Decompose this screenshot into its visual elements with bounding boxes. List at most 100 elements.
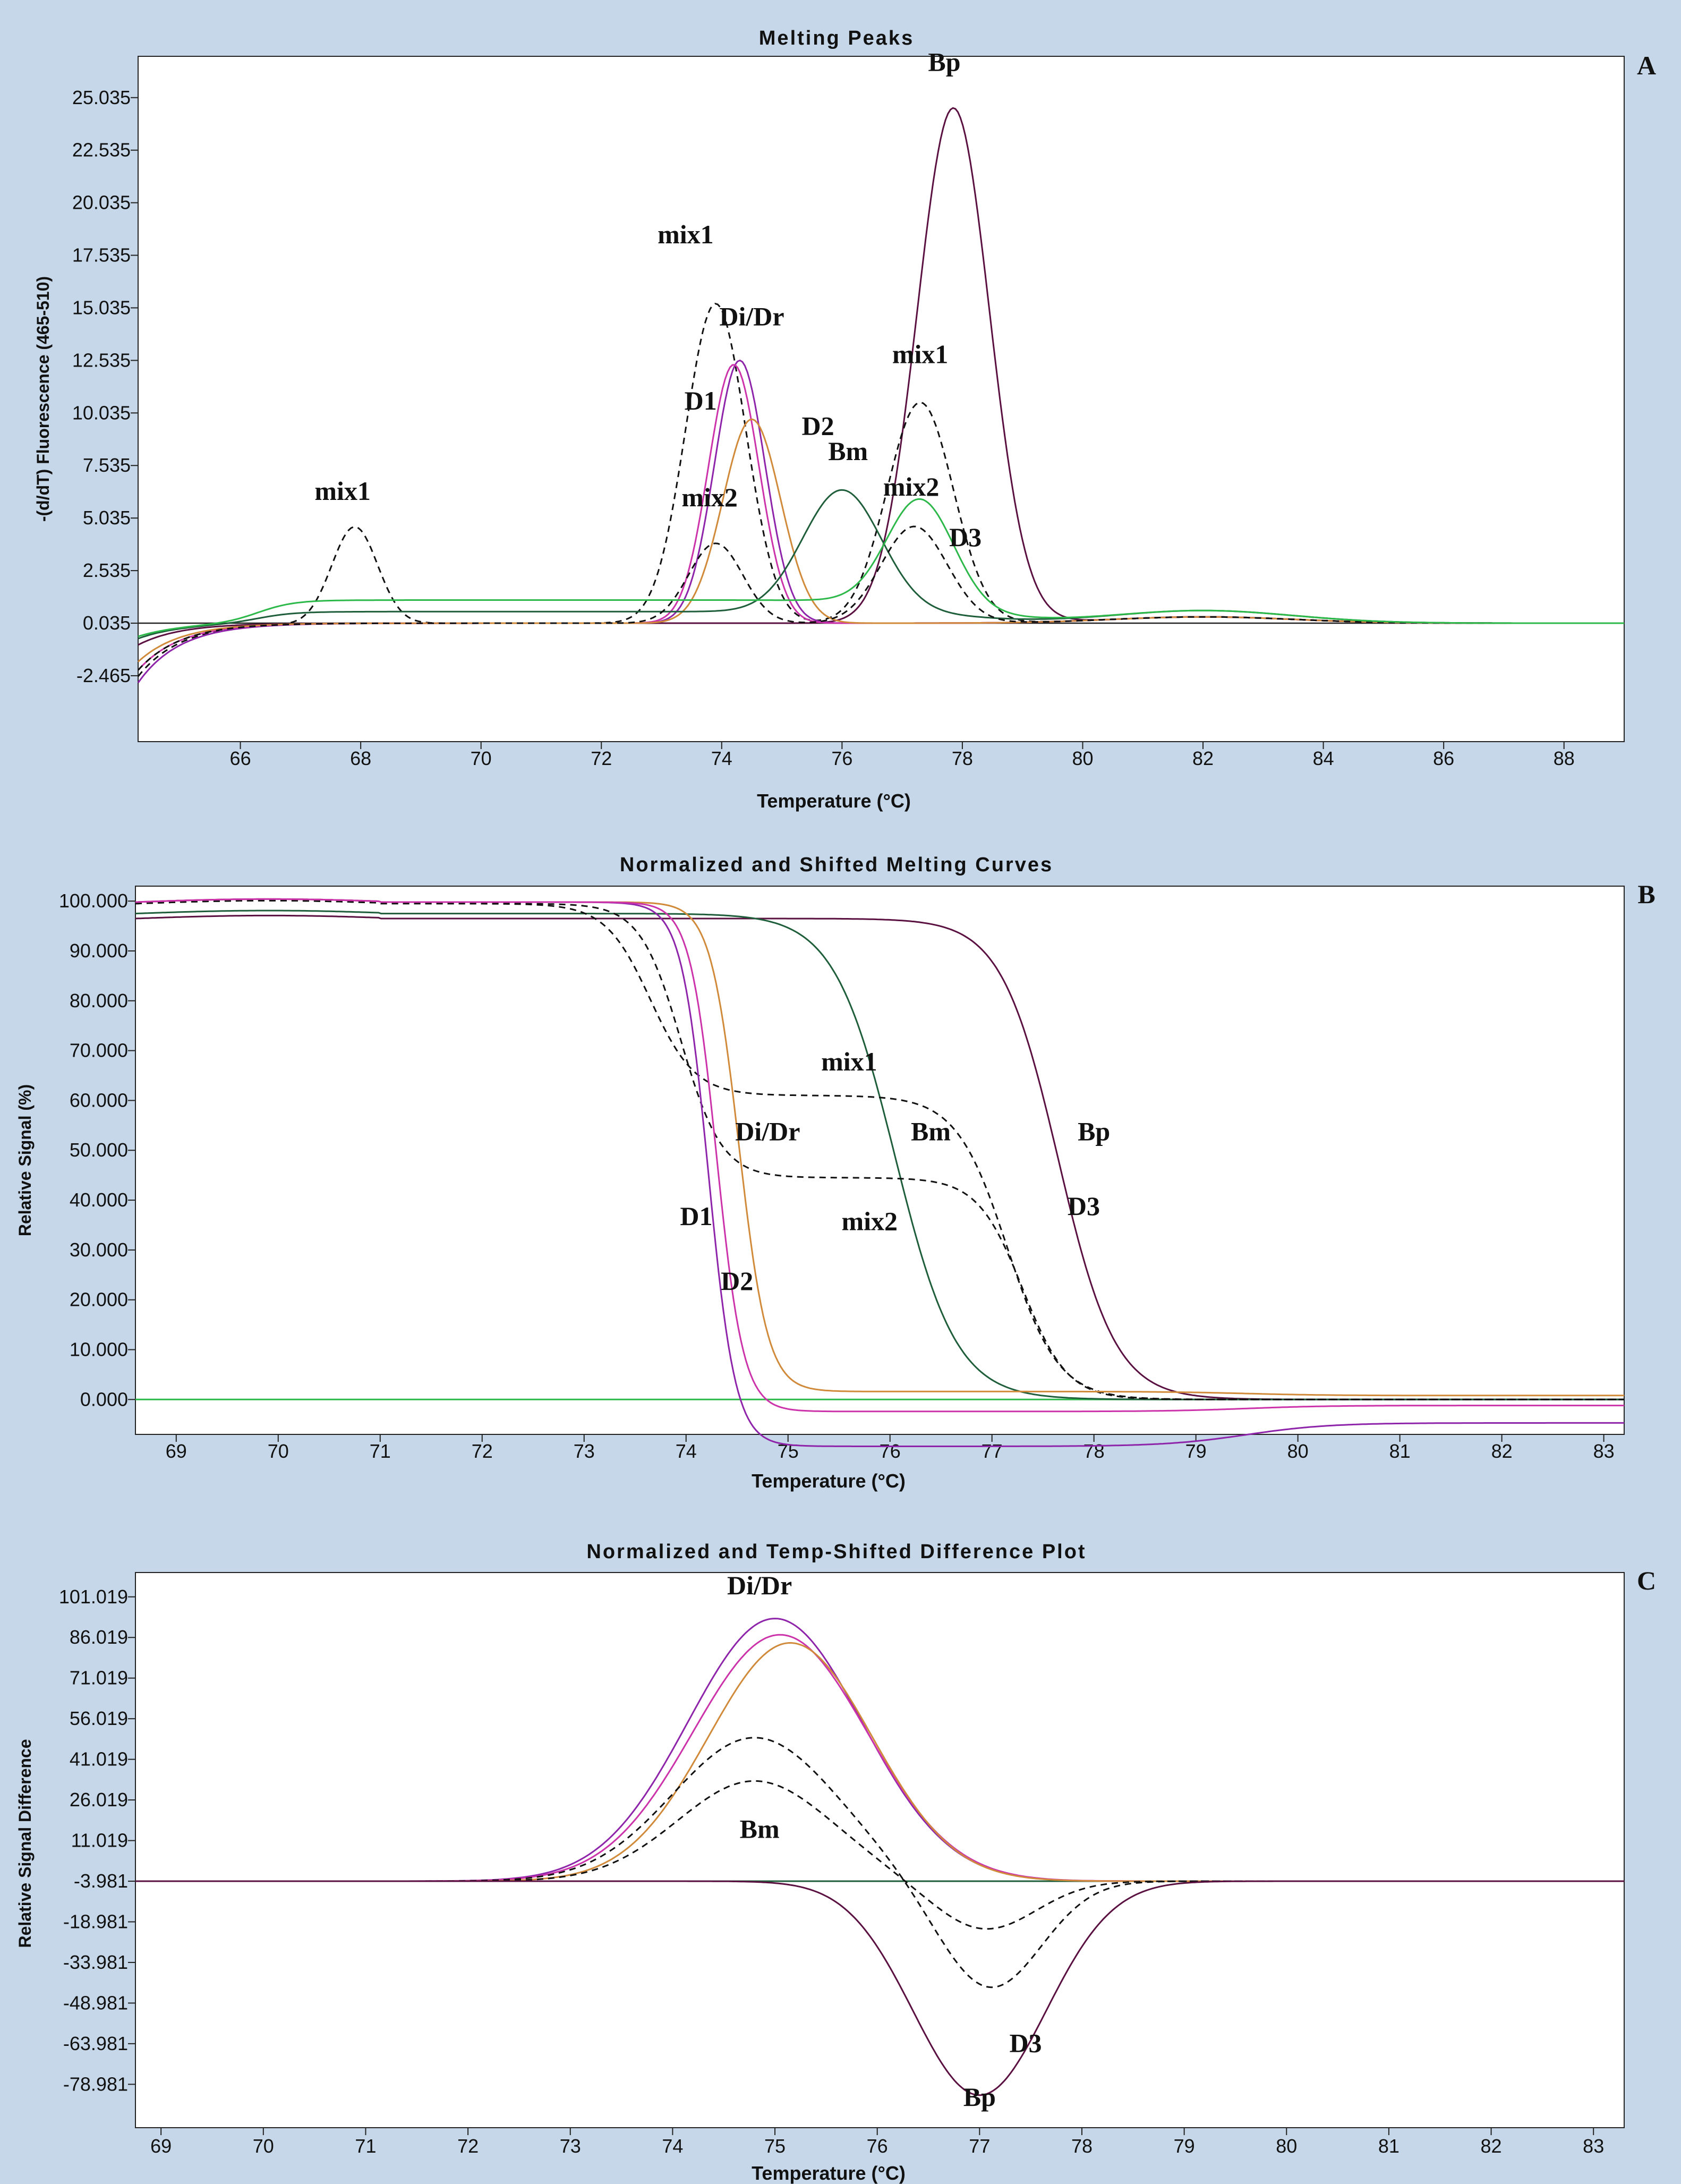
panel-a-x-tick-label: 76 <box>831 747 852 769</box>
panel-a-y-tick-label: 15.035 <box>72 296 131 318</box>
panel-c-y-tick-label: -78.981 <box>63 2073 128 2095</box>
panel-a-annotation-di-dr: Di/Dr <box>719 302 784 332</box>
panel-c-y-tick-label: -63.981 <box>63 2033 128 2054</box>
panel-a-y-tick-label: 22.535 <box>72 139 131 161</box>
panel-b-annotation-mix1: mix1 <box>821 1047 877 1076</box>
panel-c-letter: C <box>1637 1566 1656 1595</box>
panel-a-annotation-bp: Bp <box>928 47 960 77</box>
panel-b-y-tick-label: 40.000 <box>70 1189 128 1211</box>
panel-a-annotation-bm: Bm <box>828 436 868 466</box>
panel-b-y-tick-label: 20.000 <box>70 1289 128 1311</box>
panel-c-y-tick-label: 11.019 <box>71 1830 128 1851</box>
panel-b-x-tick-label: 72 <box>472 1440 493 1462</box>
panel-c-annotation-bp: Bp <box>963 2082 996 2112</box>
panel-b-annotation-d2: D2 <box>721 1266 753 1296</box>
panel-c-x-tick-label: 74 <box>662 2135 683 2157</box>
panel-a-y-tick-label: 5.035 <box>83 507 131 529</box>
panel-c-x-tick-label: 82 <box>1481 2135 1502 2157</box>
panel-a-annotation-mix1: mix1 <box>892 339 949 369</box>
panel-b-annotations: mix1 Di/Dr Bm Bp D3 D1 mix2 D2 <box>680 1047 1110 1296</box>
panel-b-y-tick-label: 80.000 <box>70 990 128 1012</box>
panel-a-y-tick-label: 20.035 <box>72 192 131 214</box>
panel-c-annotation-d3: D3 <box>1009 2028 1042 2058</box>
panel-b-x-tick-label: 77 <box>982 1440 1003 1462</box>
panel-b-y-tick-label: 30.000 <box>70 1239 128 1261</box>
panel-a-annotation-mix1: mix1 <box>658 219 714 249</box>
panel-a-y-tick-label: 17.535 <box>72 244 131 266</box>
panel-c-x-tick-label: 79 <box>1174 2135 1195 2157</box>
panel-c-x-tick-label: 75 <box>764 2135 786 2157</box>
panel-c-x-tick-label: 70 <box>253 2135 274 2157</box>
panel-c-annotation-bm: Bm <box>740 1814 780 1844</box>
panel-a-plot-area <box>138 56 1625 742</box>
panel-b-title: Normalized and Shifted Melting Curves <box>620 854 1053 876</box>
panel-b-y-axis-label: Relative Signal (%) <box>15 1084 35 1236</box>
panel-b-y-tick-label: 50.000 <box>70 1139 128 1161</box>
panel-b-x-axis-label: Temperature (°C) <box>752 1470 906 1492</box>
panel-a-series <box>137 107 1624 684</box>
panel-c-x-tick-label: 76 <box>867 2135 888 2157</box>
panel-a-title: Melting Peaks <box>759 27 914 49</box>
panel-c-x-tick-label: 73 <box>560 2135 581 2157</box>
panel-a-x-tick-label: 88 <box>1554 747 1575 769</box>
panel-a-annotation-mix2: mix2 <box>883 472 940 502</box>
panel-a-y-tick-label: 12.535 <box>72 349 131 371</box>
panel-a-melting-peaks: Melting Peaks A 66 68 70 72 74 76 78 80 82 84 86 88… <box>33 27 1656 812</box>
panel-a-x-tick-label: 74 <box>711 747 732 769</box>
panel-c-annotation-di-dr: Di/Dr <box>727 1570 792 1600</box>
panel-b-y-tick-label: 70.000 <box>70 1040 128 1061</box>
panel-c-x-tick-label: 71 <box>355 2135 376 2157</box>
panel-b-x-tick-label: 83 <box>1593 1440 1615 1462</box>
panel-a-y-tick-label: 10.035 <box>72 402 131 423</box>
panel-a-letter: A <box>1637 50 1656 80</box>
panel-c-y-tick-label: 56.019 <box>70 1707 128 1729</box>
panel-c-x-tick-label: 77 <box>969 2135 990 2157</box>
panel-c-y-tick-label: -33.981 <box>63 1951 128 1973</box>
panel-c-series <box>135 1618 1624 2096</box>
panel-b-y-tick-label: 0.000 <box>80 1388 128 1410</box>
panel-a-y-tick-label: 2.535 <box>83 559 131 581</box>
panel-a-annotation-d3: D3 <box>949 522 982 552</box>
panel-a-y-tick-label: 7.535 <box>83 454 131 476</box>
panel-c-y-tick-label: 41.019 <box>70 1748 128 1770</box>
panel-a-x-tick-label: 84 <box>1313 747 1334 769</box>
panel-b-melting-curves: Normalized and Shifted Melting Curves B … <box>15 854 1656 1492</box>
panel-c-x-tick-label: 72 <box>457 2135 479 2157</box>
panel-b-series-d1 <box>135 898 1624 1413</box>
panel-b-x-tick-label: 74 <box>676 1440 697 1462</box>
panel-a-annotation-d1: D1 <box>685 386 717 415</box>
panel-b-ticks: 69 70 71 72 73 74 75 76 77 78 79 80 81 82 830.00010.00… <box>59 890 1615 1462</box>
panel-a-series-d3 <box>138 498 1624 638</box>
panel-c-x-tick-label: 78 <box>1071 2135 1093 2157</box>
panel-c-annotations: Di/Dr Bm D3 Bp <box>727 1570 1042 2112</box>
panel-c-y-tick-label: -48.981 <box>63 1992 128 2013</box>
panel-a-x-axis-label: Temperature (°C) <box>757 790 911 812</box>
panel-a-x-tick-label: 80 <box>1072 747 1093 769</box>
panel-b-x-tick-label: 69 <box>166 1440 187 1462</box>
panel-a-x-tick-label: 86 <box>1433 747 1454 769</box>
panel-c-y-tick-label: 71.019 <box>70 1667 128 1689</box>
panel-b-y-tick-label: 10.000 <box>70 1339 128 1361</box>
panel-a-y-axis-label: -(d/dT) Fluorescence (465-510) <box>33 276 53 522</box>
panel-b-y-tick-label: 60.000 <box>70 1089 128 1111</box>
panel-c-x-tick-label: 81 <box>1378 2135 1400 2157</box>
panel-c-ticks: 69 70 71 72 73 74 75 76 77 78 79 80 81 82 83 101.019 86.… <box>59 1586 1604 2157</box>
panel-a-x-tick-label: 70 <box>471 747 492 769</box>
panel-a-annotation-mix2: mix2 <box>681 482 738 512</box>
panel-c-y-tick-label: 26.019 <box>70 1789 128 1811</box>
panel-c-y-tick-label: 86.019 <box>70 1626 128 1648</box>
panel-b-annotation-di-dr: Di/Dr <box>735 1116 800 1146</box>
panel-a-annotation-mix1: mix1 <box>314 476 371 506</box>
panel-b-x-tick-label: 71 <box>370 1440 391 1462</box>
panel-c-x-tick-label: 69 <box>150 2135 172 2157</box>
panel-b-y-tick-label: 90.000 <box>70 940 128 962</box>
panel-b-series-mix2 <box>135 899 1624 1400</box>
panel-b-annotation-mix2: mix2 <box>842 1206 898 1236</box>
panel-a-series-mix2 <box>137 525 1624 671</box>
panel-b-annotation-bm: Bm <box>911 1116 951 1146</box>
panel-b-annotation-d3: D3 <box>1068 1191 1100 1221</box>
panel-c-y-tick-label: 101.019 <box>59 1586 128 1608</box>
panel-c-x-tick-label: 80 <box>1276 2135 1297 2157</box>
